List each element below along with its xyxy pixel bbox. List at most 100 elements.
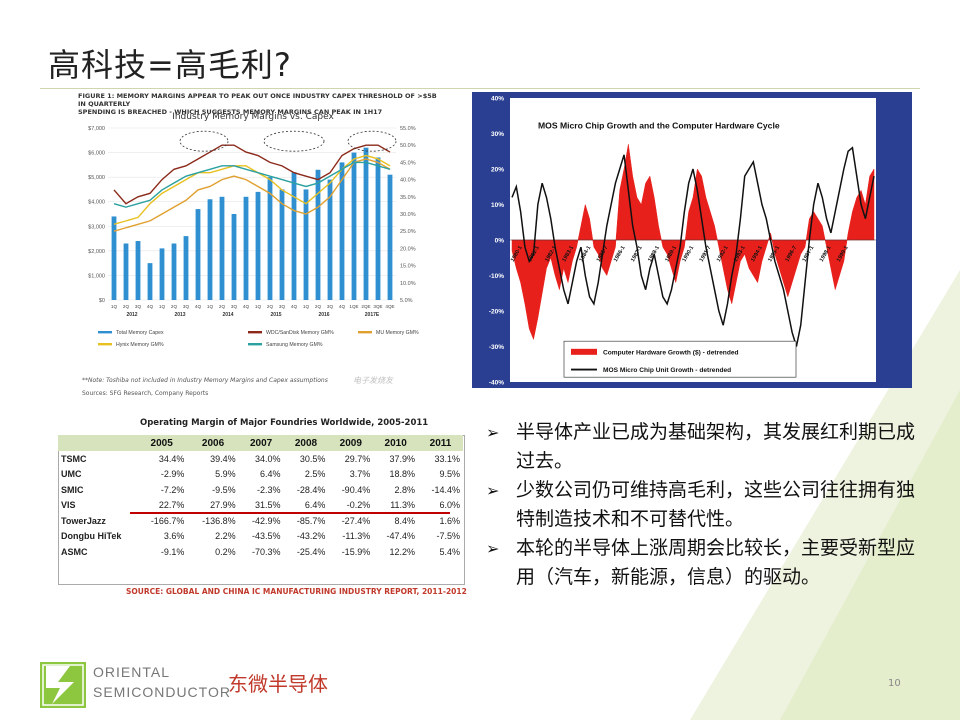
capex-bar	[267, 177, 273, 300]
margin-cell: 9.5%	[439, 469, 460, 480]
margin-cell: -9.1%	[160, 546, 185, 557]
capex-bar	[183, 236, 189, 300]
left-axis-tick: $4,000	[88, 200, 105, 206]
left-axis-tick: $3,000	[88, 224, 105, 230]
margin-cell: -90.4%	[341, 484, 371, 495]
footer-company-name: 东微半导体	[228, 672, 328, 696]
capex-bar	[255, 191, 261, 300]
peak-highlight-oval	[263, 130, 325, 152]
margin-cell: -2.9%	[160, 469, 185, 480]
margin-cell: -27.4%	[341, 515, 371, 526]
legend-box	[563, 340, 797, 378]
left-axis-tick: $7,000	[88, 126, 105, 132]
year-header: 2011	[429, 437, 452, 449]
margin-cell: 2.5%	[304, 469, 326, 480]
legend-swatch	[98, 343, 112, 346]
table-row: TowerJazz -166.7% -136.8% -42.9% -85.7% -27.4…	[58, 513, 463, 529]
margin-cell: -85.7%	[296, 515, 326, 526]
right-axis-tick: 40.0%	[400, 178, 416, 184]
year-header: 2007	[249, 437, 273, 449]
margin-cell: 31.5%	[255, 500, 281, 511]
company-cell: Dongbu HiTek	[61, 531, 122, 542]
watermark: 电子发烧友	[353, 376, 393, 385]
y-tick-label: 20%	[491, 167, 504, 174]
chart-title: MOS Micro Chip Growth and the Computer H…	[538, 120, 780, 130]
y-tick-label: -40%	[489, 380, 504, 387]
left-axis-tick: $6,000	[88, 151, 105, 157]
legend-swatch	[98, 331, 112, 334]
y-tick-label: -30%	[489, 344, 504, 351]
highlight-underline	[130, 512, 450, 514]
left-axis-tick: $5,000	[88, 175, 105, 181]
x-tick-label: 3Q	[279, 304, 286, 309]
capex-bar	[351, 152, 357, 300]
right-axis-tick: 10.0%	[400, 281, 416, 287]
margin-cell: 6.0%	[439, 500, 460, 511]
margin-cell: 2.2%	[215, 531, 236, 542]
margin-cell: 18.8%	[389, 469, 416, 480]
margin-cell: 34.0%	[255, 453, 281, 464]
arrow-bullet-icon: ➢	[486, 539, 500, 558]
year-label: 2013	[174, 312, 185, 318]
peak-highlight-oval	[347, 130, 397, 152]
y-tick-label: -20%	[489, 309, 504, 316]
year-label: 2016	[318, 312, 329, 318]
memory-margins-figure: FIGURE 1: MEMORY MARGINS APPEAR TO PEAK …	[78, 92, 438, 402]
margin-cell: 0.2%	[215, 546, 236, 557]
capex-bar	[339, 162, 345, 300]
margin-cell: -0.2%	[346, 500, 371, 511]
x-tick-label: 1Q	[159, 304, 166, 309]
margin-cell: 2.8%	[394, 484, 416, 495]
margin-cell: 22.7%	[158, 500, 185, 511]
right-axis-tick: 25.0%	[400, 229, 416, 235]
figure-note: **Note: Toshiba not included in Industry…	[82, 377, 328, 384]
margin-cell: 30.5%	[299, 453, 326, 464]
margin-cell: 5.9%	[215, 469, 236, 480]
company-cell: VIS	[61, 500, 76, 511]
capex-bar	[375, 157, 381, 300]
year-header: 2010	[384, 437, 407, 449]
margin-cell: 29.7%	[344, 453, 371, 464]
x-tick-label: 4QE	[385, 304, 394, 309]
legend-label: Hynix Memory GM%	[116, 342, 164, 348]
table-row: VIS 22.7% 27.9% 31.5% 6.4% -0.2% 11.3% 6.0%	[58, 498, 463, 514]
left-axis-tick: $0	[99, 298, 105, 304]
margin-cell: 37.9%	[389, 453, 416, 464]
margin-cell: 6.4%	[304, 500, 326, 511]
margin-line	[113, 158, 391, 232]
legend-label: Samsung Memory GM%	[266, 342, 323, 348]
capex-bar	[207, 199, 213, 300]
x-tick-label: 4Q	[243, 304, 250, 309]
year-header: 2009	[339, 437, 362, 449]
capex-bar	[231, 214, 237, 300]
margin-cell: -43.2%	[296, 531, 326, 542]
capex-bar	[195, 209, 201, 300]
margin-cell: -47.4%	[386, 531, 416, 542]
caption-line-2: SPENDING IS BREACHED - WHICH SUGGESTS ME…	[78, 108, 383, 116]
table-row: ASMC -9.1% 0.2% -70.3% -25.4% -15.9% 12.2% 5.4%	[58, 544, 463, 560]
table-row: Dongbu HiTek 3.6% 2.2% -43.5% -43.2% -11.3% -4…	[58, 529, 463, 545]
year-label: 2015	[270, 312, 281, 318]
table-header-row: 2005 2006 2007 2008 2009 2010 2011	[58, 435, 463, 451]
company-cell: ASMC	[61, 546, 88, 557]
margin-cell: -166.7%	[150, 515, 185, 526]
capex-bar	[147, 263, 153, 300]
x-tick-label: 1Q	[255, 304, 262, 309]
x-tick-label: 1Q	[207, 304, 214, 309]
bullet-item: ➢ 半导体产业已成为基础架构，其发展红利期已成过去。	[486, 418, 926, 476]
capex-bar	[219, 196, 225, 300]
peak-highlight-oval	[179, 130, 229, 152]
right-axis-tick: 30.0%	[400, 212, 416, 218]
capex-bar	[387, 174, 393, 300]
table-row: TSMC 34.4% 39.4% 34.0% 30.5% 29.7% 37.9% 33.1%	[58, 451, 463, 467]
year-header: 2006	[201, 437, 225, 449]
x-tick-label: 1Q	[111, 304, 118, 309]
margin-cell: -70.3%	[252, 546, 281, 557]
legend-label: Computer Hardware Growth ($) - detrended	[603, 349, 739, 356]
table-header-bar	[58, 435, 463, 451]
company-logo-icon	[40, 662, 86, 708]
legend-swatch	[358, 331, 372, 334]
margin-cell: 11.3%	[390, 500, 416, 511]
right-axis-tick: 55.0%	[400, 126, 416, 132]
figure-caption: FIGURE 1: MEMORY MARGINS APPEAR TO PEAK …	[78, 92, 438, 116]
